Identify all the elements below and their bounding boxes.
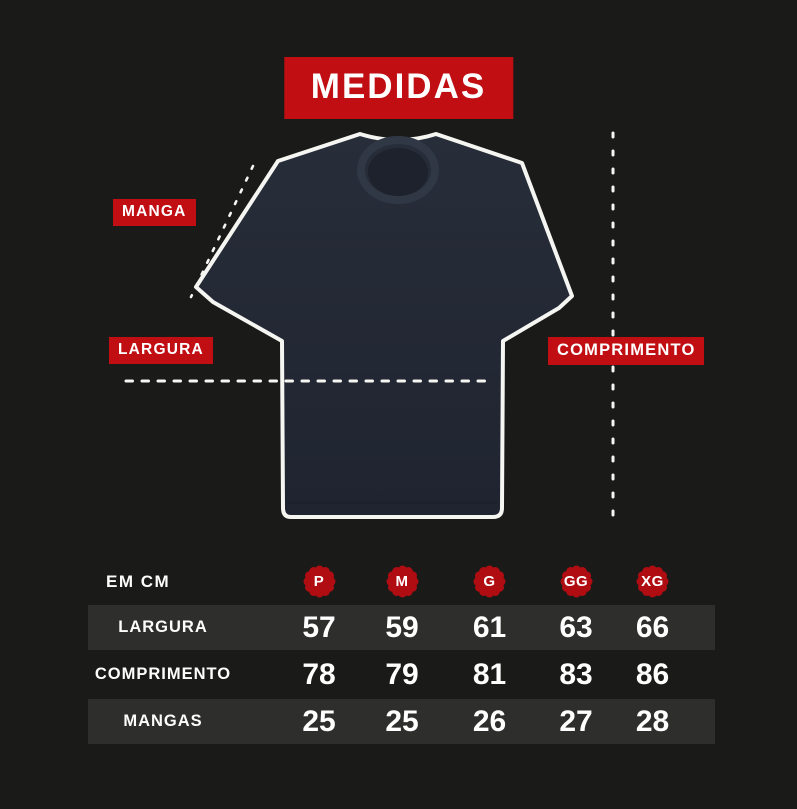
cell-value: 57 [302, 610, 336, 644]
cell-value: 78 [302, 657, 336, 691]
cell-value: 26 [472, 704, 507, 738]
size-badge-xg: XG [636, 565, 670, 599]
cell-value: 79 [385, 657, 419, 691]
cell-value: 66 [635, 610, 670, 644]
collar-band [357, 136, 439, 204]
cell-value: 28 [635, 704, 670, 738]
cell-value: 61 [472, 610, 507, 644]
unit-label: EM CM [106, 571, 171, 591]
size-table: EM CM P M G GG XG LARGURA 57 59 61 63 66 [88, 560, 715, 744]
tshirt-illustration [124, 131, 615, 529]
size-badge-m: M [385, 565, 419, 599]
cell-value: 86 [635, 657, 670, 691]
collar-opening [368, 148, 428, 196]
cell-value: 63 [559, 610, 593, 644]
cell-value: 25 [302, 704, 336, 738]
size-badge-gg-label: GG [563, 573, 589, 590]
cell-value: 27 [559, 704, 593, 738]
sleeve-label: MANGA [113, 199, 196, 226]
length-label: COMPRIMENTO [548, 337, 705, 365]
table-row-largura: LARGURA 57 59 61 63 66 [88, 605, 715, 650]
row-label: LARGURA [118, 618, 208, 636]
table-row-comprimento: COMPRIMENTO 78 79 81 83 86 [88, 652, 715, 697]
row-label: MANGAS [123, 712, 203, 730]
table-row-mangas: MANGAS 25 25 26 27 28 [88, 699, 715, 744]
size-badge-p: P [302, 565, 336, 599]
size-badge-xg-label: XG [641, 573, 664, 590]
size-table-header: EM CM P M G GG XG [88, 560, 715, 603]
row-label: COMPRIMENTO [94, 665, 232, 683]
size-badge-p-label: P [313, 573, 325, 590]
width-label: LARGURA [109, 337, 213, 364]
size-badge-g: G [473, 565, 507, 599]
cell-value: 25 [385, 704, 419, 738]
cell-value: 83 [559, 657, 593, 691]
cell-value: 81 [472, 657, 507, 691]
sleeve-measure-line [189, 164, 255, 299]
size-badge-g-label: G [483, 573, 496, 590]
page-title: MEDIDAS [283, 57, 514, 119]
cell-value: 59 [385, 610, 419, 644]
size-badge-m-label: M [395, 573, 409, 590]
size-badge-gg: GG [559, 565, 593, 599]
